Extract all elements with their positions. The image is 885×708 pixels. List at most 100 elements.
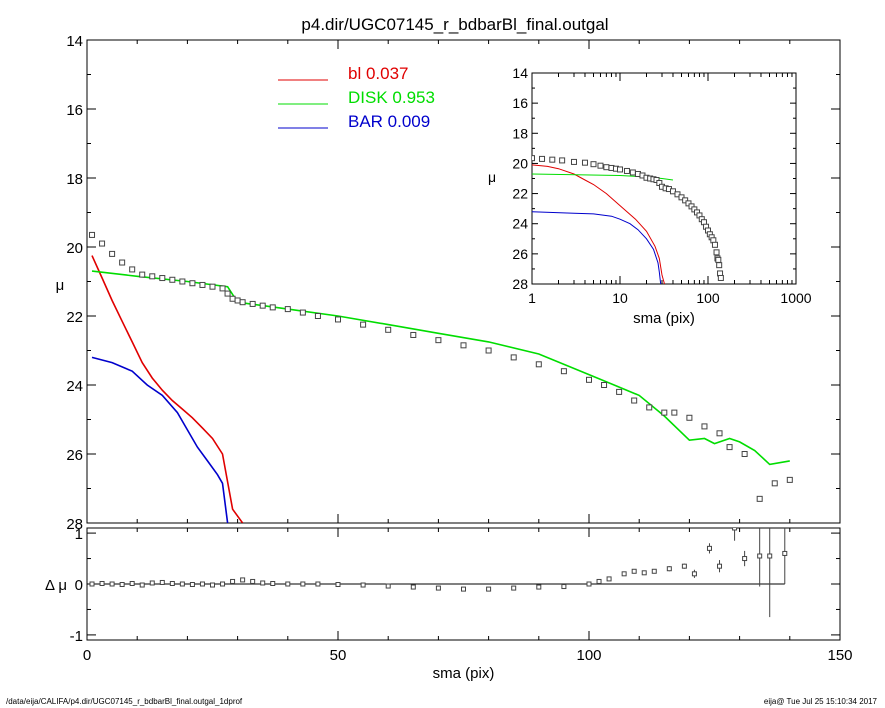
residual-point [631, 568, 637, 574]
data-point [99, 240, 106, 247]
inset-x-tick-label: 10 [612, 290, 628, 306]
residual-point [666, 566, 672, 572]
residual-point [360, 582, 366, 588]
inset-data-point [590, 161, 597, 168]
y-tick-label: 18 [66, 171, 83, 188]
y-tick-label: 14 [66, 33, 83, 50]
data-point [646, 404, 653, 411]
series-line-disk [91, 270, 790, 466]
residual-point [621, 571, 627, 577]
inset-y-axis-label: μ [488, 169, 496, 185]
x-axis-label: sma (pix) [433, 665, 495, 682]
inset-data-point [603, 164, 610, 171]
inset-x-tick-label: 1 [528, 290, 536, 306]
data-point [601, 382, 608, 388]
data-point [179, 278, 186, 285]
data-point [741, 451, 748, 457]
data-point [435, 337, 442, 344]
inset-y-tick-label: 22 [512, 186, 528, 202]
residual-point [461, 586, 466, 592]
data-point [239, 299, 246, 306]
inset-data-point [617, 166, 623, 173]
data-point [485, 347, 492, 354]
legend-label-bl: bl 0.037 [348, 64, 409, 83]
data-point [109, 250, 116, 257]
data-point [686, 414, 693, 421]
footer-file-path: /data/eija/CALIFA/p4.dir/UGC07145_r_bdba… [6, 697, 243, 706]
residual-point [260, 580, 266, 586]
x-tick-label: 50 [330, 647, 347, 664]
inset-y-tick-label: 16 [512, 95, 528, 111]
residual-point [732, 528, 738, 531]
data-point [586, 376, 592, 383]
data-point [189, 280, 196, 287]
resid-y-axis-label: Δ μ [45, 577, 67, 594]
residual-point [169, 580, 175, 586]
residual-point [717, 563, 723, 569]
data-point [510, 354, 517, 361]
inset-data-point [559, 157, 566, 164]
residual-point [89, 581, 95, 587]
data-point [560, 368, 567, 375]
inset-data-point [539, 155, 546, 162]
data-point [616, 388, 623, 395]
data-point [139, 271, 146, 278]
residual-point [606, 576, 612, 582]
resid-y-tick-label: 0 [75, 577, 83, 594]
data-point [535, 361, 542, 368]
data-point [119, 259, 126, 266]
residual-point [782, 550, 788, 556]
residual-point [561, 584, 567, 590]
residual-point [159, 579, 165, 585]
inset-data-point [678, 194, 685, 201]
data-point [169, 276, 176, 283]
y-tick-label: 22 [66, 309, 83, 326]
inset-plot: 14 16 18 20 22 24 26 281 10 100 1000 sma (pix) μ [488, 65, 812, 327]
data-point [159, 275, 166, 282]
residual-point [119, 582, 125, 588]
inset-series-line-bar [532, 211, 662, 284]
inset-data-point [716, 262, 723, 269]
residual-point [250, 578, 256, 584]
inset-x-tick-label: 100 [696, 290, 720, 306]
main-plot-data [89, 231, 793, 523]
y-tick-label: 16 [66, 102, 83, 119]
y-tick-label: 28 [66, 516, 83, 533]
residual-point [240, 577, 246, 583]
inset-data-point [623, 167, 630, 174]
residual-point [179, 581, 185, 587]
data-point [756, 495, 763, 502]
data-point [149, 273, 156, 280]
residual-point [511, 585, 517, 591]
inset-data-point [549, 156, 556, 163]
residual-point [129, 580, 135, 586]
residual-point [109, 581, 115, 587]
data-point [229, 295, 236, 302]
data-point [671, 409, 678, 416]
inset-y-tick-label: 18 [512, 125, 528, 141]
inset-y-tick-label: 20 [512, 155, 528, 171]
data-point [299, 309, 306, 316]
series-line-bl [91, 255, 244, 523]
data-point [701, 423, 708, 430]
data-point [661, 409, 668, 416]
data-point [219, 285, 226, 292]
legend-label-bar: BAR 0.009 [348, 112, 430, 131]
data-point [89, 231, 96, 238]
data-point [335, 316, 341, 323]
residual-point [385, 583, 391, 589]
data-point [209, 283, 216, 290]
data-point [460, 342, 467, 349]
residual-point [99, 580, 105, 586]
residual-point [270, 580, 276, 586]
inset-plot-data [532, 155, 724, 284]
x-tick-label: 0 [83, 647, 91, 664]
residual-point [210, 582, 215, 588]
inset-data-point [629, 169, 636, 176]
inset-data-point [597, 162, 604, 169]
inset-data-point [682, 197, 689, 204]
residual-point [742, 556, 748, 562]
data-point [234, 297, 241, 304]
